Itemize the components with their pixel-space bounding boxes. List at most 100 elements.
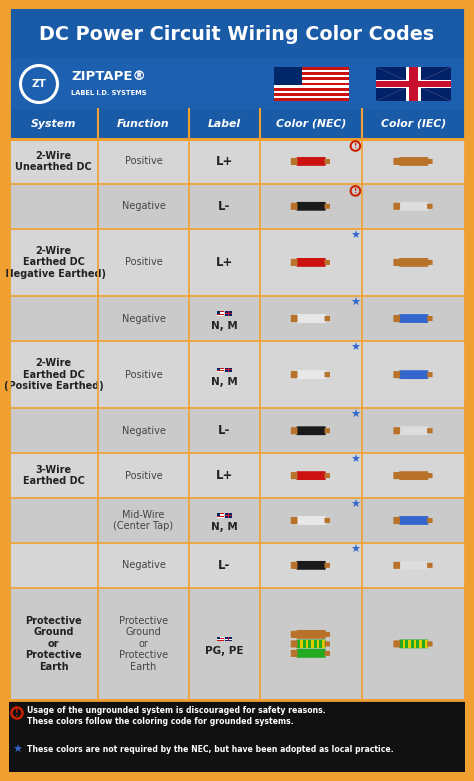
Text: Positive: Positive (125, 369, 163, 380)
FancyBboxPatch shape (189, 184, 260, 229)
FancyBboxPatch shape (393, 371, 400, 378)
Text: ★: ★ (12, 745, 22, 755)
FancyBboxPatch shape (217, 637, 224, 641)
Text: ZT: ZT (32, 79, 46, 89)
FancyBboxPatch shape (217, 312, 219, 314)
FancyBboxPatch shape (376, 67, 451, 101)
FancyBboxPatch shape (427, 159, 433, 164)
FancyBboxPatch shape (9, 296, 98, 341)
FancyBboxPatch shape (273, 67, 302, 85)
FancyBboxPatch shape (325, 260, 330, 265)
Text: ★: ★ (350, 455, 360, 465)
Text: ★: ★ (350, 545, 360, 555)
FancyBboxPatch shape (325, 428, 330, 433)
FancyBboxPatch shape (291, 427, 298, 434)
FancyBboxPatch shape (376, 81, 451, 87)
FancyBboxPatch shape (297, 630, 326, 639)
FancyBboxPatch shape (291, 631, 298, 638)
FancyBboxPatch shape (325, 632, 330, 637)
FancyBboxPatch shape (217, 513, 224, 518)
Text: Label: Label (208, 119, 241, 129)
FancyBboxPatch shape (393, 259, 400, 266)
Text: ★: ★ (350, 230, 360, 241)
FancyBboxPatch shape (225, 368, 232, 372)
FancyBboxPatch shape (297, 426, 326, 435)
FancyBboxPatch shape (306, 640, 309, 647)
FancyBboxPatch shape (189, 543, 260, 588)
FancyBboxPatch shape (225, 515, 232, 516)
FancyBboxPatch shape (98, 184, 189, 229)
Text: 2-Wire
Earthed DC
(Negative Earthed): 2-Wire Earthed DC (Negative Earthed) (1, 246, 106, 279)
FancyBboxPatch shape (399, 202, 428, 211)
FancyBboxPatch shape (228, 312, 229, 316)
FancyBboxPatch shape (393, 158, 400, 165)
FancyBboxPatch shape (325, 563, 330, 568)
FancyBboxPatch shape (399, 157, 428, 166)
FancyBboxPatch shape (399, 370, 428, 379)
Text: Negative: Negative (122, 201, 165, 212)
FancyBboxPatch shape (260, 408, 363, 453)
FancyBboxPatch shape (427, 372, 433, 377)
FancyBboxPatch shape (273, 75, 348, 77)
Text: These colors are not required by the NEC, but have been adopted as local practic: These colors are not required by the NEC… (27, 746, 394, 754)
FancyBboxPatch shape (399, 640, 428, 648)
FancyBboxPatch shape (399, 516, 428, 525)
FancyBboxPatch shape (189, 453, 260, 498)
FancyBboxPatch shape (297, 561, 326, 570)
FancyBboxPatch shape (189, 498, 260, 543)
FancyBboxPatch shape (325, 316, 330, 321)
FancyBboxPatch shape (228, 513, 229, 518)
FancyBboxPatch shape (291, 472, 298, 480)
FancyBboxPatch shape (297, 202, 326, 211)
FancyBboxPatch shape (399, 314, 428, 323)
FancyBboxPatch shape (297, 258, 326, 267)
Text: N, M: N, M (211, 522, 238, 533)
Text: ★: ★ (350, 500, 360, 510)
FancyBboxPatch shape (363, 408, 465, 453)
Text: L-: L- (218, 424, 231, 437)
FancyBboxPatch shape (376, 80, 451, 88)
FancyBboxPatch shape (98, 341, 189, 408)
FancyBboxPatch shape (98, 139, 189, 184)
FancyBboxPatch shape (9, 588, 98, 700)
FancyBboxPatch shape (363, 588, 465, 700)
FancyBboxPatch shape (363, 341, 465, 408)
FancyBboxPatch shape (189, 139, 260, 184)
FancyBboxPatch shape (311, 640, 314, 647)
FancyBboxPatch shape (9, 139, 98, 184)
FancyBboxPatch shape (363, 139, 465, 184)
Text: ZIPTAPE®: ZIPTAPE® (71, 70, 146, 84)
FancyBboxPatch shape (228, 637, 229, 641)
FancyBboxPatch shape (393, 203, 400, 210)
FancyBboxPatch shape (427, 428, 433, 433)
FancyBboxPatch shape (363, 498, 465, 543)
FancyBboxPatch shape (273, 88, 348, 91)
FancyBboxPatch shape (427, 641, 433, 647)
FancyBboxPatch shape (98, 296, 189, 341)
Text: L+: L+ (216, 469, 233, 482)
FancyBboxPatch shape (273, 83, 348, 85)
FancyBboxPatch shape (228, 513, 229, 518)
Text: Protective
Ground
or
Protective
Earth: Protective Ground or Protective Earth (25, 615, 82, 672)
FancyBboxPatch shape (325, 641, 330, 647)
FancyBboxPatch shape (9, 184, 98, 229)
FancyBboxPatch shape (228, 637, 229, 641)
Text: Negative: Negative (122, 560, 165, 570)
FancyBboxPatch shape (189, 229, 260, 296)
FancyBboxPatch shape (393, 562, 400, 569)
FancyBboxPatch shape (363, 184, 465, 229)
FancyBboxPatch shape (98, 588, 189, 700)
FancyBboxPatch shape (225, 513, 232, 518)
FancyBboxPatch shape (363, 543, 465, 588)
FancyBboxPatch shape (291, 650, 298, 657)
FancyBboxPatch shape (363, 453, 465, 498)
FancyBboxPatch shape (393, 427, 400, 434)
Text: 2-Wire
Unearthed DC: 2-Wire Unearthed DC (15, 151, 92, 173)
FancyBboxPatch shape (297, 649, 326, 658)
Text: !: ! (15, 708, 19, 718)
FancyBboxPatch shape (273, 85, 348, 88)
FancyBboxPatch shape (260, 109, 363, 139)
FancyBboxPatch shape (217, 368, 219, 370)
FancyBboxPatch shape (291, 315, 298, 322)
FancyBboxPatch shape (260, 498, 363, 543)
